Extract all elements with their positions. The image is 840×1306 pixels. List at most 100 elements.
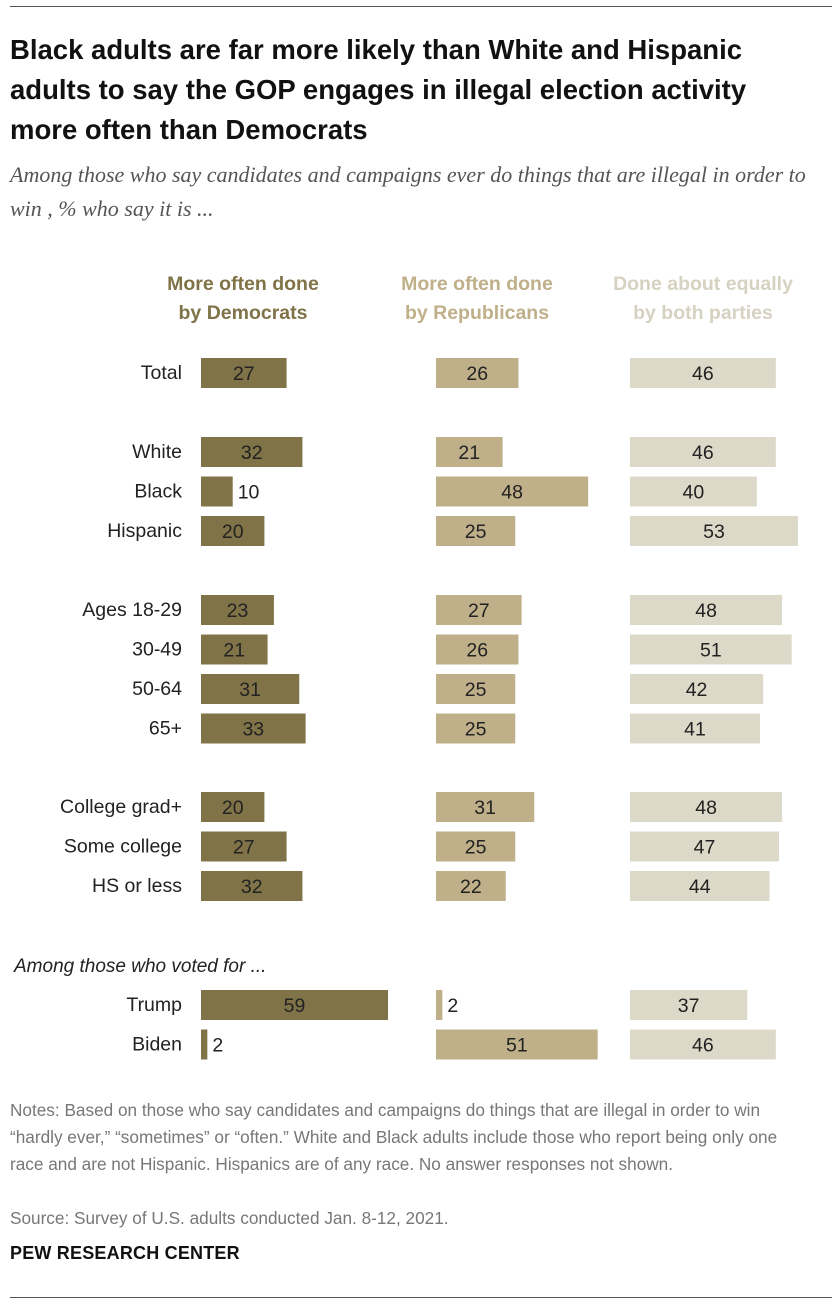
value-label-dem-total: 27 xyxy=(233,363,255,385)
value-label-rep-black: 48 xyxy=(501,482,523,504)
value-label-both-black: 40 xyxy=(683,482,705,504)
source-text: Source: Survey of U.S. adults conducted … xyxy=(10,1208,449,1228)
row-label-some-college: Some college xyxy=(64,836,182,858)
value-label-dem-black: 10 xyxy=(238,482,260,504)
value-label-dem-white: 32 xyxy=(241,442,263,464)
bar-dem-50-64 xyxy=(201,674,300,704)
value-label-dem-biden: 2 xyxy=(212,1035,223,1057)
row-label-white: White xyxy=(132,441,182,463)
bar-both-some-college xyxy=(630,831,779,862)
group-header: Among those who voted for ... xyxy=(13,956,266,977)
bar-rep-ages-18-29 xyxy=(436,595,522,625)
notes-text: Notes: Based on those who say candidates… xyxy=(10,1100,778,1174)
chart-subtitle: Among those who say candidates and campa… xyxy=(10,162,806,221)
value-label-rep-50-64: 25 xyxy=(465,679,487,701)
value-label-dem-some-college: 27 xyxy=(233,837,255,859)
value-label-dem-trump: 59 xyxy=(284,995,306,1017)
row-label-50-64: 50-64 xyxy=(132,678,182,700)
bar-both-college-grad- xyxy=(630,792,783,822)
value-label-both-hispanic: 53 xyxy=(703,521,725,543)
value-label-both-trump: 37 xyxy=(678,995,700,1017)
bar-rep-hispanic xyxy=(436,516,516,546)
value-label-rep-30-49: 26 xyxy=(466,640,488,662)
bar-rep-50-64 xyxy=(436,674,516,704)
row-label-hispanic: Hispanic xyxy=(107,520,182,542)
value-label-rep-65-: 25 xyxy=(465,719,487,741)
value-label-rep-biden: 51 xyxy=(506,1035,528,1057)
value-label-dem-65-: 33 xyxy=(242,719,264,741)
row-label-black: Black xyxy=(134,481,182,503)
row-label-30-49: 30-49 xyxy=(132,639,182,661)
value-label-dem-30-49: 21 xyxy=(223,640,245,662)
value-label-rep-hs-or-less: 22 xyxy=(460,876,482,898)
bar-both-ages-18-29 xyxy=(630,595,783,625)
value-label-rep-college-grad-: 31 xyxy=(474,797,496,819)
bar-both-total xyxy=(630,358,776,388)
value-label-rep-some-college: 25 xyxy=(465,837,487,859)
bar-rep-30-49 xyxy=(436,634,519,665)
bar-dem-65- xyxy=(201,713,306,744)
value-label-both-college-grad-: 48 xyxy=(695,797,717,819)
bar-rep-college-grad- xyxy=(436,792,535,822)
bar-rep-trump xyxy=(436,990,443,1020)
value-label-rep-ages-18-29: 27 xyxy=(468,600,490,622)
bar-dem-ages-18-29 xyxy=(201,595,274,625)
bar-dem-hispanic xyxy=(201,516,265,546)
bottom-rule xyxy=(10,1297,832,1298)
value-label-both-total: 46 xyxy=(692,363,714,385)
bar-dem-hs-or-less xyxy=(201,871,303,901)
value-label-dem-50-64: 31 xyxy=(239,679,261,701)
value-label-rep-total: 26 xyxy=(466,363,488,385)
bar-both-hs-or-less xyxy=(630,871,770,901)
bar-both-50-64 xyxy=(630,674,764,704)
bar-dem-biden xyxy=(201,1029,208,1060)
bar-both-hispanic xyxy=(630,516,799,546)
value-label-dem-hispanic: 20 xyxy=(222,521,244,543)
value-label-both-ages-18-29: 48 xyxy=(695,600,717,622)
value-label-both-30-49: 51 xyxy=(700,640,722,662)
bar-rep-65- xyxy=(436,713,516,744)
bar-dem-trump xyxy=(201,990,389,1020)
bar-dem-white xyxy=(201,437,303,467)
column-header-dem-line2: by Democrats xyxy=(179,302,308,324)
value-label-rep-white: 21 xyxy=(458,442,480,464)
bar-rep-white xyxy=(436,437,503,467)
column-header-rep-line1: More often done xyxy=(401,273,553,295)
value-label-both-some-college: 47 xyxy=(694,837,716,859)
bar-dem-total xyxy=(201,358,287,388)
column-header-dem-line1: More often done xyxy=(167,273,319,295)
bar-both-trump xyxy=(630,990,748,1020)
column-header-both-line1: Done about equally xyxy=(613,273,793,295)
row-label-college-grad-: College grad+ xyxy=(60,796,182,818)
bar-both-black xyxy=(630,476,757,507)
bar-both-biden xyxy=(630,1029,776,1060)
bar-rep-black xyxy=(436,476,589,507)
value-label-dem-hs-or-less: 32 xyxy=(241,876,263,898)
bar-both-30-49 xyxy=(630,634,792,665)
column-header-both-line2: by both parties xyxy=(633,302,773,324)
bar-rep-total xyxy=(436,358,519,388)
value-label-rep-trump: 2 xyxy=(447,995,458,1017)
bar-chart: More often done by Democrats More often do… xyxy=(13,273,799,1060)
row-label-ages-18-29: Ages 18-29 xyxy=(82,599,182,621)
pew-research-center-logo: PEW RESEARCH CENTER xyxy=(10,1243,240,1263)
value-label-dem-ages-18-29: 23 xyxy=(227,600,249,622)
row-label-65-: 65+ xyxy=(149,718,182,740)
bar-rep-hs-or-less xyxy=(436,871,506,901)
bar-rep-some-college xyxy=(436,831,516,862)
bar-both-white xyxy=(630,437,776,467)
value-label-both-50-64: 42 xyxy=(686,679,708,701)
bar-dem-black xyxy=(201,476,233,507)
chart-title: Black adults are far more likely than Wh… xyxy=(10,34,747,145)
value-label-dem-college-grad-: 20 xyxy=(222,797,244,819)
bar-dem-30-49 xyxy=(201,634,268,665)
column-header-rep-line2: by Republicans xyxy=(405,302,549,324)
row-label-total: Total xyxy=(141,362,182,384)
bar-dem-some-college xyxy=(201,831,287,862)
row-label-biden: Biden xyxy=(132,1034,182,1056)
row-label-hs-or-less: HS or less xyxy=(92,875,182,897)
bar-dem-college-grad- xyxy=(201,792,265,822)
value-label-both-65-: 41 xyxy=(684,719,706,741)
value-label-both-biden: 46 xyxy=(692,1035,714,1057)
value-label-rep-hispanic: 25 xyxy=(465,521,487,543)
